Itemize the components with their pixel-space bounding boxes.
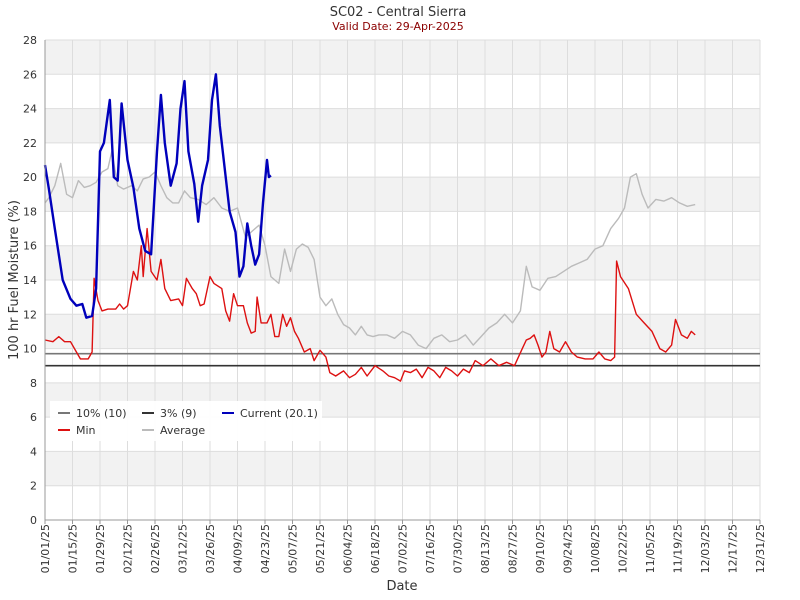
legend-label: 3% (9) [160, 407, 197, 420]
chart-title: SC02 - Central Sierra [330, 5, 467, 20]
y-tick-label: 26 [23, 68, 37, 81]
reference-lines [45, 352, 760, 367]
x-tick-label: 12/03/25 [699, 524, 712, 573]
x-tick-label: 10/22/25 [617, 524, 630, 573]
x-tick-label: 07/02/25 [397, 524, 410, 573]
x-tick-label: 02/26/25 [149, 524, 162, 573]
y-tick-label: 8 [30, 377, 37, 390]
x-tick-label: 10/08/25 [589, 524, 602, 573]
y-tick-label: 4 [30, 445, 37, 458]
y-tick-label: 10 [23, 343, 37, 356]
x-tick-label: 04/09/25 [232, 524, 245, 573]
x-tick-label: 04/23/25 [259, 524, 272, 573]
y-tick-label: 18 [23, 205, 37, 218]
grid-lines [44, 39, 761, 521]
legend: 10% (10) 3% (9) Current (20.1) Min Average [50, 401, 322, 441]
y-tick-label: 24 [23, 103, 37, 116]
x-axis-label: Date [386, 579, 417, 594]
x-tick-label: 03/26/25 [204, 524, 217, 573]
y-tick-label: 28 [23, 34, 37, 47]
y-tick-label: 14 [23, 274, 37, 287]
x-tick-label: 05/21/25 [314, 524, 327, 573]
y-tick-label: 22 [23, 137, 37, 150]
x-tick-label: 07/30/25 [452, 524, 465, 573]
x-tick-label: 05/07/25 [287, 524, 300, 573]
x-tick-labels: 01/01/25 01/15/25 01/29/25 02/12/25 02/26/25… [39, 520, 767, 573]
x-tick-label: 06/04/25 [342, 524, 355, 573]
y-tick-label: 16 [23, 240, 37, 253]
legend-label: Current (20.1) [240, 407, 318, 420]
y-tick-label: 6 [30, 411, 37, 424]
legend-box [50, 401, 322, 441]
legend-label: 10% (10) [76, 407, 127, 420]
x-tick-label: 06/18/25 [369, 524, 382, 573]
x-tick-label: 01/15/25 [67, 524, 80, 573]
x-tick-label: 03/12/25 [177, 524, 190, 573]
x-tick-label: 11/19/25 [672, 524, 685, 573]
x-tick-label: 01/29/25 [94, 524, 107, 573]
legend-label: Min [76, 424, 96, 437]
data-series [43, 73, 696, 382]
x-tick-label: 01/01/25 [39, 524, 52, 573]
series-line [43, 73, 272, 319]
x-tick-label: 09/24/25 [562, 524, 575, 573]
series-line [44, 150, 696, 350]
y-axis-label: 100 hr Fuel Moisture (%) [7, 200, 22, 360]
y-tick-label: 12 [23, 308, 37, 321]
x-tick-label: 07/16/25 [424, 524, 437, 573]
x-tick-label: 11/05/25 [644, 524, 657, 573]
x-tick-label: 08/13/25 [479, 524, 492, 573]
legend-label: Average [160, 424, 205, 437]
chart-subtitle: Valid Date: 29-Apr-2025 [332, 20, 464, 33]
x-tick-label: 12/31/25 [754, 524, 767, 573]
series-line [44, 227, 696, 382]
x-tick-label: 09/10/25 [534, 524, 547, 573]
x-tick-label: 02/12/25 [122, 524, 135, 573]
y-tick-label: 2 [30, 480, 37, 493]
x-tick-label: 12/17/25 [727, 524, 740, 573]
y-tick-label: 20 [23, 171, 37, 184]
x-tick-label: 08/27/25 [507, 524, 520, 573]
y-tick-label: 0 [30, 514, 37, 527]
